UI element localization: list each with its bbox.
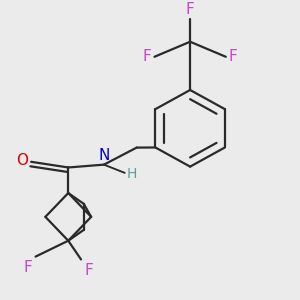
Text: F: F	[24, 260, 33, 275]
Text: F: F	[229, 49, 238, 64]
Text: F: F	[143, 49, 152, 64]
Text: F: F	[186, 2, 194, 17]
Text: H: H	[127, 167, 137, 181]
Text: N: N	[98, 148, 110, 163]
Text: O: O	[16, 153, 28, 168]
Text: F: F	[84, 263, 93, 278]
